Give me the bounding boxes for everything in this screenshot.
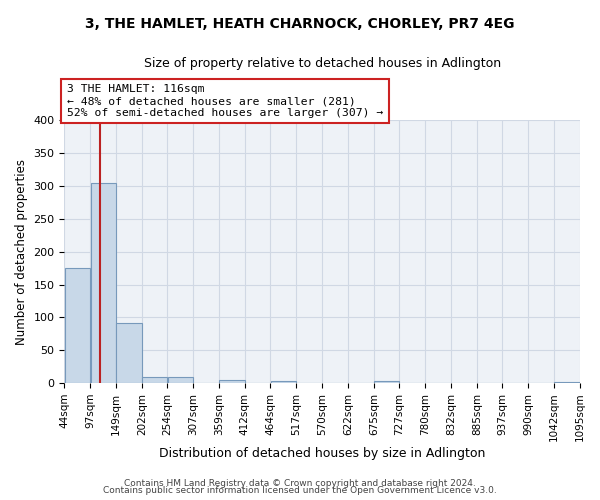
Bar	[116, 322, 142, 383]
Text: 3 THE HAMLET: 116sqm
← 48% of detached houses are smaller (281)
52% of semi-deta: 3 THE HAMLET: 116sqm ← 48% of detached h…	[67, 84, 383, 117]
Text: Contains public sector information licensed under the Open Government Licence v3: Contains public sector information licen…	[103, 486, 497, 495]
Bar	[142, 377, 167, 383]
Text: 3, THE HAMLET, HEATH CHARNOCK, CHORLEY, PR7 4EG: 3, THE HAMLET, HEATH CHARNOCK, CHORLEY, …	[85, 18, 515, 32]
Bar	[91, 182, 116, 383]
Bar	[167, 376, 193, 383]
Bar	[219, 380, 245, 383]
Bar	[374, 381, 399, 383]
Title: Size of property relative to detached houses in Adlington: Size of property relative to detached ho…	[143, 58, 501, 70]
Bar	[271, 381, 296, 383]
Bar	[554, 382, 580, 383]
Text: Contains HM Land Registry data © Crown copyright and database right 2024.: Contains HM Land Registry data © Crown c…	[124, 478, 476, 488]
X-axis label: Distribution of detached houses by size in Adlington: Distribution of detached houses by size …	[159, 447, 485, 460]
Bar	[65, 268, 90, 383]
Y-axis label: Number of detached properties: Number of detached properties	[15, 158, 28, 344]
